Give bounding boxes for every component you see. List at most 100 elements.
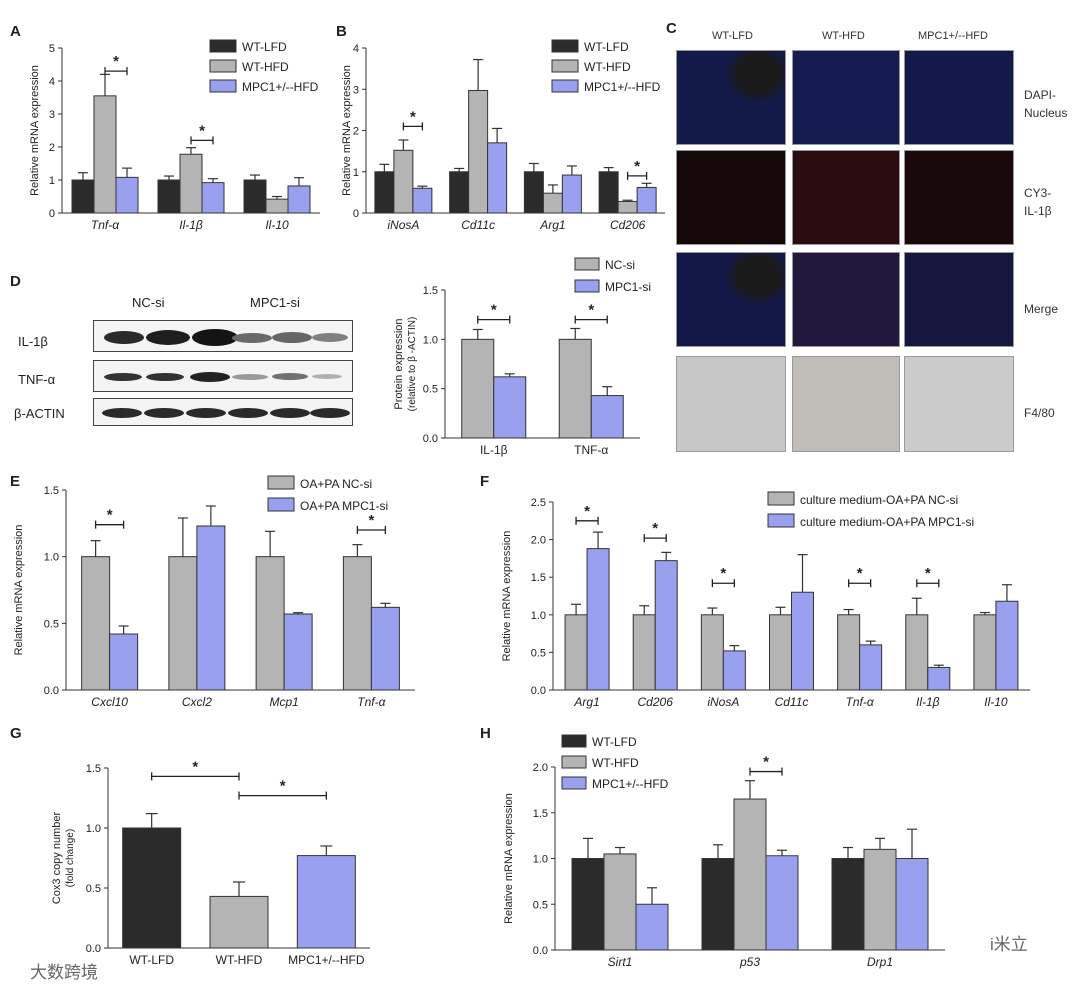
sig-star-g: * <box>280 778 286 795</box>
legend-label-h: WT-HFD <box>592 756 639 770</box>
x-tick-label-f: iNosA <box>707 695 739 709</box>
row-label-f480: F4/80 <box>1024 406 1055 420</box>
bar-h <box>863 848 897 951</box>
y-tick-label-e: 1.5 <box>44 485 59 497</box>
bar-f <box>654 560 678 691</box>
y-tick-label-g: 0.0 <box>86 943 101 955</box>
micro-cy3-mpc1 <box>904 150 1014 245</box>
bar-g <box>209 895 269 949</box>
sig-star-e: * <box>107 507 113 524</box>
blot-group-mpc1-si: MPC1-si <box>250 295 300 310</box>
legend-swatch-e <box>267 475 295 490</box>
x-tick-label-b: Cd11c <box>461 218 495 232</box>
row-label-merge: Merge <box>1024 302 1059 316</box>
y-tick-label-b: 4 <box>353 43 359 55</box>
y-tick-label-h: 1.5 <box>533 808 548 820</box>
bar-e <box>283 613 313 691</box>
x-tick-label-f: Arg1 <box>573 695 599 709</box>
y-tick-label-a: 0 <box>49 208 55 220</box>
legend-swatch-h <box>561 755 587 769</box>
micro-dapi-wt-lfd <box>676 50 786 145</box>
column-header-wt-hfd: WT-HFD <box>822 30 865 42</box>
bar-a <box>71 179 95 214</box>
x-tick-label-e: Cxcl10 <box>91 695 128 709</box>
y-tick-label-f: 2.5 <box>531 497 546 509</box>
bar-h <box>571 858 605 951</box>
bar-h <box>733 798 767 951</box>
bar-a <box>243 179 267 214</box>
bar-b <box>542 192 563 214</box>
x-tick-label-d: IL-1β <box>480 443 508 457</box>
bar-a <box>93 95 117 214</box>
bar-b <box>393 149 414 214</box>
x-tick-label-a: Tnf-α <box>91 218 120 232</box>
bar-f <box>564 614 588 691</box>
y-axis-subtitle-d: (relative to β -ACTIN) <box>407 317 418 412</box>
legend-label-a: WT-LFD <box>242 40 287 54</box>
panel-letter-d: D <box>10 273 21 290</box>
y-axis-subtitle-g: (fold change) <box>65 829 76 887</box>
legend-swatch-b <box>551 39 579 53</box>
y-axis-title-e: Relative mRNA expression <box>13 525 25 656</box>
legend-label-b: MPC1+/--HFD <box>584 80 661 94</box>
bar-b <box>468 89 489 214</box>
blot-strip-tnfa <box>93 360 353 392</box>
legend-swatch-b <box>551 79 579 93</box>
bar-f <box>769 614 792 691</box>
bar-f <box>905 614 929 691</box>
sig-star-h: * <box>763 754 769 771</box>
y-tick-label-g: 1.5 <box>86 763 101 775</box>
bar-d <box>461 338 495 439</box>
sig-star-e: * <box>368 512 374 529</box>
x-tick-label-e: Tnf-α <box>357 695 386 709</box>
column-header-wt-lfd: WT-LFD <box>712 30 753 42</box>
bar-a <box>265 198 289 214</box>
micro-merge-wt-hfd <box>792 252 900 347</box>
bar-e <box>196 525 226 691</box>
watermark-left: 大数跨境 <box>30 963 98 982</box>
y-tick-label-a: 2 <box>49 142 55 154</box>
micro-cy3-wt-lfd <box>676 150 786 245</box>
blot-strip-il1b <box>93 320 353 352</box>
y-tick-label-f: 1.5 <box>531 572 546 584</box>
bar-b <box>617 200 638 214</box>
bar-e <box>81 556 111 691</box>
y-tick-label-h: 0.0 <box>533 945 548 957</box>
legend-swatch-h <box>561 734 587 748</box>
column-header-mpc1-hfd: MPC1+/--HFD <box>918 30 988 42</box>
y-tick-label-h: 0.5 <box>533 899 548 911</box>
x-tick-label-g: WT-LFD <box>129 953 174 967</box>
legend-swatch-d <box>574 257 600 271</box>
panel-letter-b: B <box>336 23 347 40</box>
y-tick-label-f: 1.0 <box>531 610 546 622</box>
blot-row-il1b: IL-1β <box>18 334 48 349</box>
x-tick-label-e: Cxcl2 <box>182 695 212 709</box>
y-tick-label-b: 0 <box>353 208 359 220</box>
bar-e <box>109 633 139 691</box>
x-tick-label-h: p53 <box>739 955 760 969</box>
y-tick-label-f: 0.0 <box>531 685 546 697</box>
bar-b <box>636 186 657 214</box>
y-tick-label-b: 3 <box>353 84 359 96</box>
bar-f <box>973 614 997 691</box>
micro-dapi-wt-hfd <box>792 50 900 145</box>
x-tick-label-a: Il-10 <box>265 218 289 232</box>
y-tick-label-a: 1 <box>49 175 55 187</box>
y-tick-label-a: 4 <box>49 76 55 88</box>
bar-f <box>722 650 746 691</box>
legend-swatch-a <box>209 39 237 53</box>
panel-letter-h: H <box>480 725 491 742</box>
y-tick-label-f: 2.0 <box>531 535 546 547</box>
bar-e <box>370 606 400 691</box>
bar-d <box>493 376 527 439</box>
bar-b <box>374 171 395 214</box>
bar-a <box>157 179 181 214</box>
legend-swatch-b <box>551 59 579 73</box>
bar-b <box>449 171 470 214</box>
bar-a <box>179 153 203 214</box>
y-tick-label-a: 3 <box>49 109 55 121</box>
y-tick-label-e: 1.0 <box>44 552 59 564</box>
bar-b <box>523 171 544 214</box>
y-axis-title-h: Relative mRNA expression <box>503 793 515 924</box>
